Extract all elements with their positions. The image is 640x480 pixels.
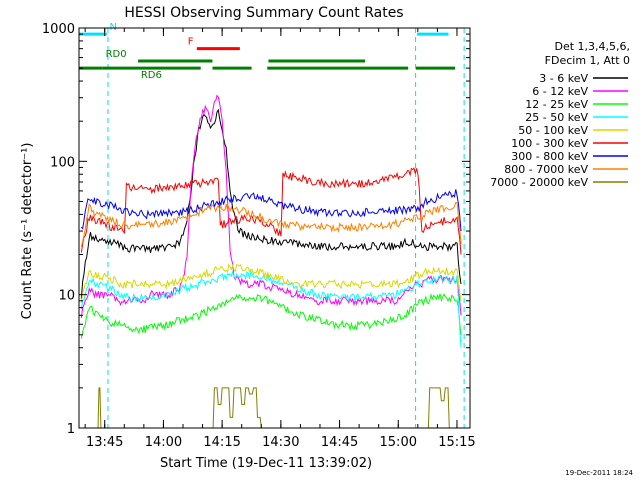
x-tick-label-0: 13:45 — [86, 435, 123, 450]
x-axis-label: Start Time (19-Dec-11 13:39:02) — [160, 456, 372, 471]
legend-label-5: 100 - 300 keV — [511, 137, 588, 150]
legend-header-line-1: Det 1,3,4,5,6, — [554, 40, 630, 53]
series-line-8 — [97, 387, 461, 429]
x-tick-label-1: 14:00 — [145, 435, 182, 450]
legend-label-7: 800 - 7000 keV — [504, 163, 588, 176]
x-tick-label-4: 14:45 — [321, 435, 358, 450]
series-line-3 — [80, 269, 462, 348]
x-tick-label-5: 15:00 — [380, 435, 417, 450]
series-line-2 — [80, 292, 462, 339]
y-tick-label-2: 100 — [50, 155, 75, 170]
legend-label-6: 300 - 800 keV — [511, 150, 588, 163]
legend-label-1: 6 - 12 keV — [532, 85, 588, 98]
series-line-1 — [80, 94, 462, 318]
x-tick-label-2: 14:15 — [203, 435, 240, 450]
y-tick-label-1: 10 — [58, 289, 75, 304]
series-line-4 — [80, 263, 462, 304]
flag-label-rd0: RD0 — [106, 49, 127, 60]
legend-label-4: 50 - 100 keV — [518, 124, 588, 137]
x-tick-label-3: 14:30 — [262, 435, 299, 450]
legend-label-2: 12 - 25 keV — [525, 98, 588, 111]
axes: 1 10 100 1000 13:45 14:00 14:15 14:30 14:45 15:00… — [42, 22, 476, 450]
series-line-5 — [80, 167, 462, 255]
y-axis-label: Count Rate (s⁻¹ detector⁻¹) — [20, 143, 35, 320]
x-tick-label-6: 15:15 — [438, 435, 475, 450]
legend-label-0: 3 - 6 keV — [539, 72, 588, 85]
chart-title: HESSI Observing Summary Count Rates — [124, 5, 403, 21]
flag-label-rd6: RD6 — [141, 70, 162, 81]
y-tick-label-0: 1 — [67, 422, 75, 437]
footer-date: 19-Dec-2011 18:24 — [565, 469, 633, 477]
series-line-0 — [80, 108, 462, 299]
legend: Det 1,3,4,5,6, FDecim 1, Att 0 3 - 6 keV… — [490, 40, 630, 189]
legend-header-line-2: FDecim 1, Att 0 — [545, 54, 630, 67]
legend-label-8: 7000 - 20000 keV — [490, 176, 588, 189]
plot-frame — [78, 27, 471, 429]
legend-label-3: 25 - 50 keV — [525, 111, 588, 124]
series-line-7 — [80, 201, 462, 248]
flag-label-f: F — [188, 37, 194, 48]
y-tick-label-3: 1000 — [42, 22, 75, 37]
series-line-6 — [80, 189, 462, 232]
